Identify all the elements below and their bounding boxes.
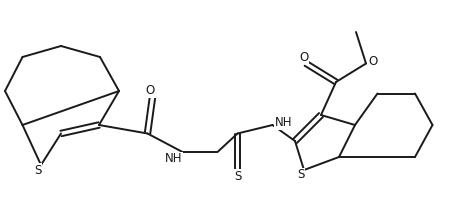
Text: S: S: [234, 170, 241, 183]
Text: NH: NH: [275, 116, 292, 129]
Text: O: O: [299, 50, 309, 64]
Text: NH: NH: [165, 153, 182, 165]
Text: S: S: [35, 164, 42, 176]
Text: O: O: [368, 55, 378, 68]
Text: S: S: [297, 169, 305, 181]
Text: O: O: [146, 84, 155, 97]
